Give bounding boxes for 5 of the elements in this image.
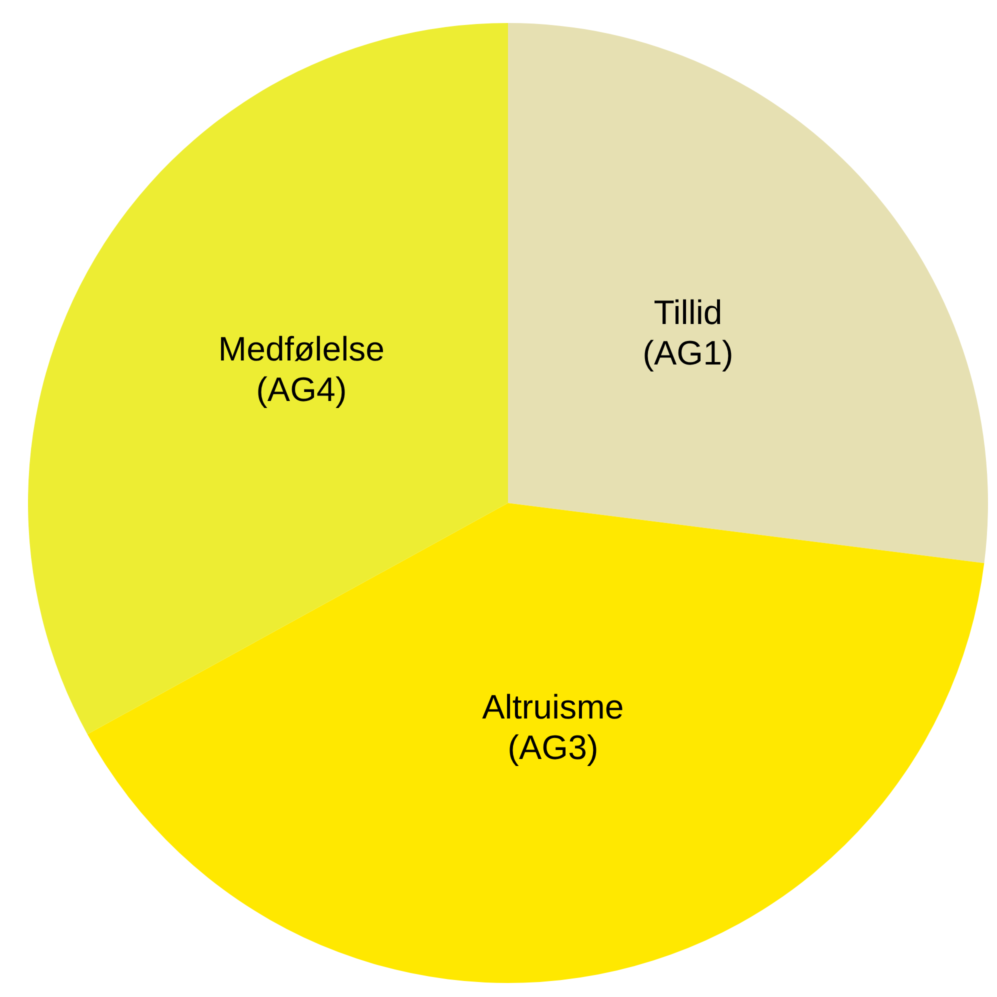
slice-label: Altruisme (AG3) xyxy=(482,688,624,768)
slice-label: Medfølelse (AG4) xyxy=(218,330,385,410)
pie-slice xyxy=(87,503,984,982)
pie-slice xyxy=(508,23,988,564)
slice-label: Tillid (AG1) xyxy=(642,294,734,373)
